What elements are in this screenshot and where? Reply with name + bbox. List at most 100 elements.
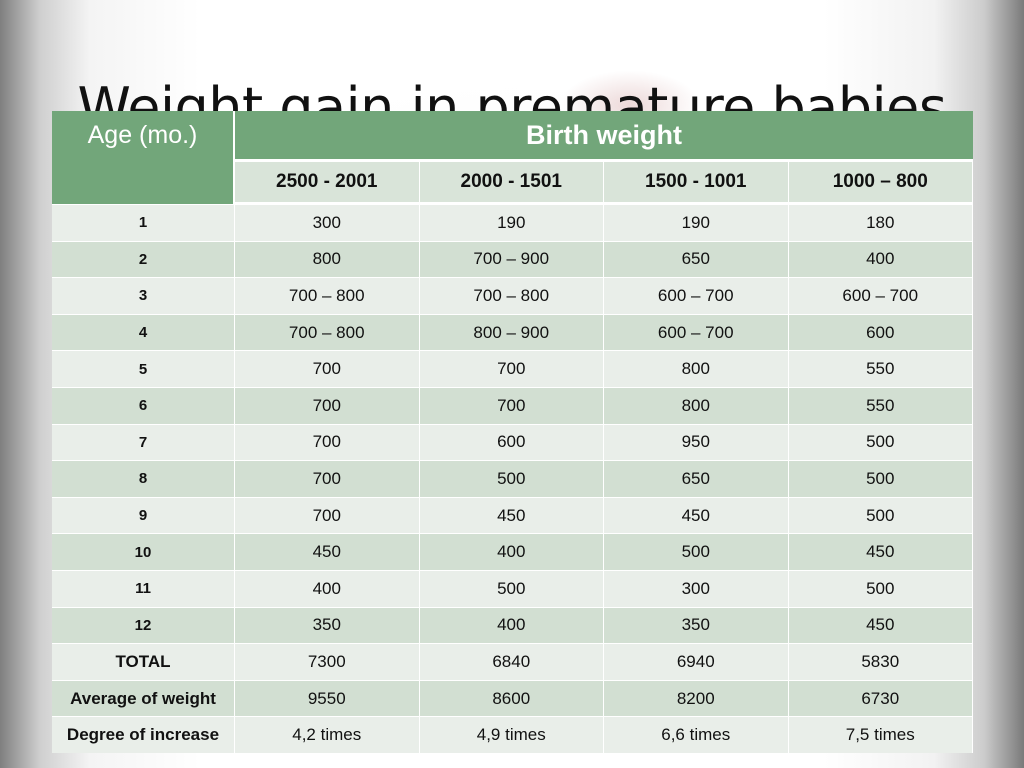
row-label: 4 [52, 313, 235, 351]
table-cell: 400 [419, 606, 604, 644]
table-cell: 6940 [604, 643, 789, 680]
row-label: 5 [52, 350, 235, 387]
table-row: 7 700 600 950 500 [52, 423, 973, 461]
table-cell: 190 [419, 204, 604, 241]
table-cell: 400 [235, 569, 420, 607]
table-cell: 650 [604, 460, 789, 497]
table-cell: 700 – 800 [235, 277, 420, 314]
table-row: 4 700 – 800 800 – 900 600 – 700 600 [52, 313, 973, 351]
table-cell: 190 [604, 204, 789, 241]
row-label: 12 [52, 606, 235, 644]
table-row: 11 400 500 300 500 [52, 569, 973, 607]
table-cell: 6730 [788, 679, 973, 717]
table-row: Average of weight 9550 8600 8200 6730 [52, 679, 973, 717]
row-label: 3 [52, 277, 235, 314]
row-label: TOTAL [52, 643, 235, 680]
table-cell: 600 [419, 423, 604, 461]
table-row: 1 300 190 190 180 [52, 204, 973, 241]
weight-gain-table: Age (mo.) Birth weight 2500 - 2001 2000 … [52, 111, 973, 753]
table-cell: 8200 [604, 679, 789, 717]
column-header: 2000 - 1501 [419, 162, 604, 204]
table-cell: 700 [235, 423, 420, 461]
table-row: 10 450 400 500 450 [52, 533, 973, 570]
table-cell: 500 [419, 460, 604, 497]
table-row: 5 700 700 800 550 [52, 350, 973, 387]
table-subheader-row: 2500 - 2001 2000 - 1501 1500 - 1001 1000… [52, 162, 973, 204]
table-cell: 180 [788, 204, 973, 241]
table-cell: 700 [235, 350, 420, 387]
row-label: 7 [52, 423, 235, 461]
table-cell: 500 [788, 496, 973, 534]
row-label: 11 [52, 569, 235, 607]
table-cell: 700 – 800 [235, 313, 420, 351]
table-cell: 350 [604, 606, 789, 644]
table-cell: 700 [235, 496, 420, 534]
table-cell: 500 [419, 569, 604, 607]
row-label: 2 [52, 240, 235, 278]
table-cell: 7300 [235, 643, 420, 680]
table-cell: 500 [788, 569, 973, 607]
table-cell: 600 – 700 [604, 277, 789, 314]
table-cell: 4,2 times [235, 716, 420, 753]
table-cell: 350 [235, 606, 420, 644]
table-cell: 800 – 900 [419, 313, 604, 351]
birth-weight-group-header: Birth weight [235, 111, 973, 162]
table-cell: 400 [788, 240, 973, 278]
table-cell: 500 [788, 423, 973, 461]
table-cell: 550 [788, 350, 973, 387]
table-row: 12 350 400 350 450 [52, 606, 973, 644]
table-cell: 700 – 900 [419, 240, 604, 278]
table-cell: 650 [604, 240, 789, 278]
table-cell: 450 [788, 606, 973, 644]
table-row: TOTAL 7300 6840 6940 5830 [52, 643, 973, 680]
table-cell: 500 [604, 533, 789, 570]
table-cell: 5830 [788, 643, 973, 680]
table-cell: 300 [235, 204, 420, 241]
table-body: 1 300 190 190 180 2 800 700 – 900 650 400 3 700 – 8… [52, 204, 973, 753]
table-cell: 600 – 700 [604, 313, 789, 351]
table-cell: 800 [604, 350, 789, 387]
row-label: 6 [52, 386, 235, 424]
table-row: 8 700 500 650 500 [52, 460, 973, 497]
table-cell: 700 – 800 [419, 277, 604, 314]
table-cell: 500 [788, 460, 973, 497]
table-cell: 400 [419, 533, 604, 570]
table-cell: 450 [788, 533, 973, 570]
column-header: 2500 - 2001 [235, 162, 420, 204]
table-cell: 700 [419, 386, 604, 424]
age-column-header: Age (mo.) [52, 111, 235, 204]
table-cell: 450 [235, 533, 420, 570]
table-row: 6 700 700 800 550 [52, 386, 973, 424]
table-cell: 7,5 times [788, 716, 973, 753]
table-cell: 800 [235, 240, 420, 278]
table-row: 3 700 – 800 700 – 800 600 – 700 600 – 700 [52, 277, 973, 314]
table-header-row: Age (mo.) Birth weight [52, 111, 973, 204]
table-cell: 700 [235, 460, 420, 497]
table-cell: 600 – 700 [788, 277, 973, 314]
row-label: 9 [52, 496, 235, 534]
table-row: 2 800 700 – 900 650 400 [52, 240, 973, 278]
table-cell: 6840 [419, 643, 604, 680]
table-cell: 4,9 times [419, 716, 604, 753]
table-cell: 8600 [419, 679, 604, 717]
row-label: Average of weight [52, 679, 235, 717]
table-cell: 600 [788, 313, 973, 351]
table-cell: 950 [604, 423, 789, 461]
table-cell: 6,6 times [604, 716, 789, 753]
row-label: 8 [52, 460, 235, 497]
table-row: Degree of increase 4,2 times 4,9 times 6,6 … [52, 716, 973, 753]
row-label: Degree of increase [52, 716, 235, 753]
table-cell: 700 [419, 350, 604, 387]
row-label: 1 [52, 204, 235, 241]
column-header: 1000 – 800 [788, 162, 973, 204]
table-cell: 9550 [235, 679, 420, 717]
table-cell: 300 [604, 569, 789, 607]
table-cell: 800 [604, 386, 789, 424]
table-cell: 550 [788, 386, 973, 424]
column-header: 1500 - 1001 [604, 162, 789, 204]
table-row: 9 700 450 450 500 [52, 496, 973, 534]
table-cell: 450 [604, 496, 789, 534]
row-label: 10 [52, 533, 235, 570]
table-cell: 700 [235, 386, 420, 424]
table-cell: 450 [419, 496, 604, 534]
